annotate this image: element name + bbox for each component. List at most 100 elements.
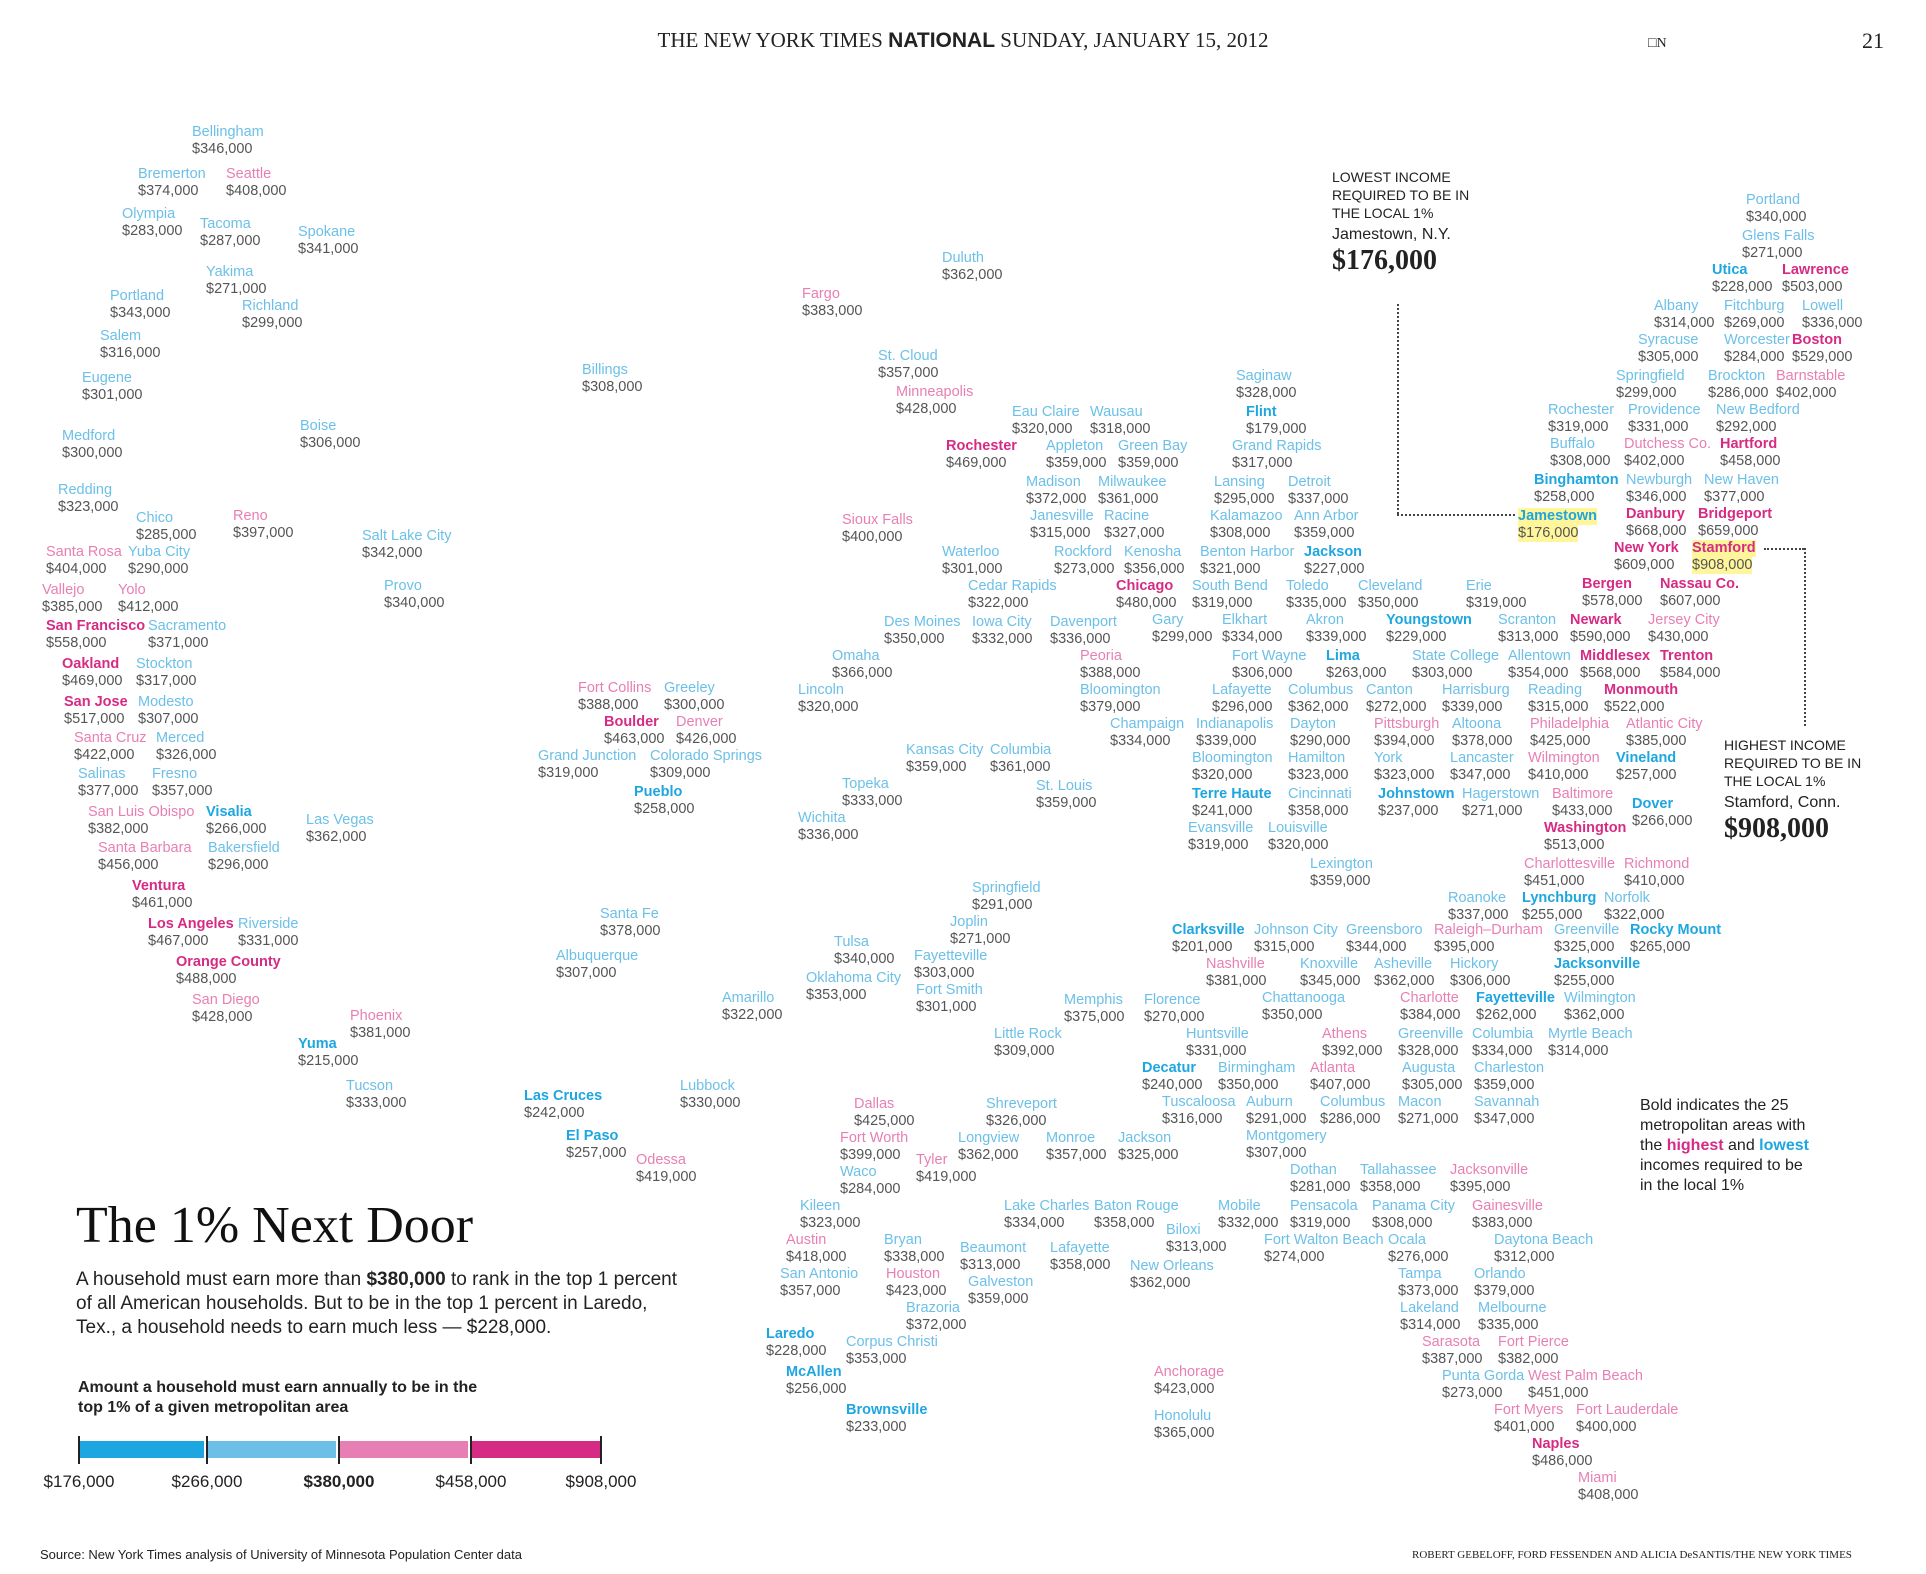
- city-income: $301,000: [942, 561, 1003, 577]
- city-income: $323,000: [1374, 767, 1435, 783]
- city-income: $362,000: [942, 267, 1003, 283]
- city-income: $241,000: [1192, 803, 1253, 819]
- city-income: $350,000: [1262, 1007, 1323, 1023]
- city-name: Richmond: [1624, 856, 1690, 872]
- city-label: Syracuse $305,000: [1638, 332, 1698, 366]
- city-label: Salem $316,000: [100, 328, 160, 362]
- city-income: $306,000: [1232, 665, 1293, 681]
- city-income: $336,000: [798, 827, 859, 843]
- city-label: Grand Junction $319,000: [538, 748, 636, 782]
- highest-label-3: THE LOCAL 1%: [1724, 773, 1826, 789]
- city-income: $308,000: [1372, 1215, 1433, 1231]
- city-name: Albany: [1654, 298, 1699, 314]
- city-label: Columbia $361,000: [990, 742, 1051, 776]
- city-label: Lubbock $330,000: [680, 1078, 740, 1112]
- city-income: $503,000: [1782, 279, 1843, 295]
- city-income: $322,000: [968, 595, 1029, 611]
- city-income: $358,000: [1094, 1215, 1155, 1231]
- city-income: $322,000: [1604, 907, 1665, 923]
- city-label: Columbus $362,000: [1288, 682, 1353, 716]
- city-label: Redding $323,000: [58, 482, 118, 516]
- city-label: Trenton $584,000: [1660, 648, 1720, 682]
- city-label: Baltimore $433,000: [1552, 786, 1613, 820]
- city-name: Harrisburg: [1442, 682, 1510, 698]
- highest-place: Stamford, Conn.: [1724, 794, 1841, 811]
- city-label: Monmouth $522,000: [1604, 682, 1678, 716]
- city-name: Modesto: [138, 694, 194, 710]
- city-income: $410,000: [1624, 873, 1685, 889]
- city-label: Glens Falls $271,000: [1742, 228, 1815, 262]
- city-label: Sacramento $371,000: [148, 618, 226, 652]
- city-label: Provo $340,000: [384, 578, 444, 612]
- credit-line: ROBERT GEBELOFF, FORD FESSENDEN AND ALIC…: [1412, 1549, 1852, 1561]
- city-label: Pittsburgh $394,000: [1374, 716, 1439, 750]
- city-name: Gainesville: [1472, 1198, 1543, 1214]
- city-name: Fort Wayne: [1232, 648, 1307, 664]
- city-name: Oakland: [62, 656, 120, 672]
- city-name: Tulsa: [834, 934, 869, 950]
- city-income: $392,000: [1322, 1043, 1383, 1059]
- city-name: Binghamton: [1534, 472, 1619, 488]
- city-name: Nassau Co.: [1660, 576, 1739, 592]
- city-label: Atlanta $407,000: [1310, 1060, 1370, 1094]
- city-label: Johnson City $315,000: [1254, 922, 1338, 956]
- city-label: Sarasota $387,000: [1422, 1334, 1482, 1368]
- city-label: Nashville $381,000: [1206, 956, 1266, 990]
- city-label: San Antonio $357,000: [780, 1266, 858, 1300]
- city-name: Yuma: [298, 1036, 337, 1052]
- city-income: $269,000: [1724, 315, 1785, 331]
- city-label: Appleton $359,000: [1046, 438, 1106, 472]
- city-label: New Orleans $362,000: [1130, 1258, 1214, 1292]
- city-name: Jamestown: [1518, 508, 1597, 525]
- city-label: Merced $326,000: [156, 730, 216, 764]
- city-income: $301,000: [82, 387, 143, 403]
- city-name: Omaha: [832, 648, 880, 664]
- city-label: Vallejo $385,000: [42, 582, 102, 616]
- legend-segment-lowest: [80, 1441, 204, 1458]
- city-label: State College $303,000: [1412, 648, 1499, 682]
- city-income: $179,000: [1246, 421, 1307, 437]
- city-name: Lafayette: [1212, 682, 1272, 698]
- city-label: Peoria $388,000: [1080, 648, 1140, 682]
- city-name: San Jose: [64, 694, 128, 710]
- city-income: $258,000: [1534, 489, 1595, 505]
- note-part-a: Bold indicates the 25 metropolitan areas…: [1640, 1097, 1806, 1154]
- city-name: Allentown: [1508, 648, 1571, 664]
- city-name: Fort Collins: [578, 680, 652, 696]
- city-name: Kileen: [800, 1198, 841, 1214]
- city-income: $433,000: [1552, 803, 1613, 819]
- city-label: Fort Pierce $382,000: [1498, 1334, 1569, 1368]
- city-label: Lafayette $296,000: [1212, 682, 1272, 716]
- city-label: Biloxi $313,000: [1166, 1222, 1226, 1256]
- intro-part-2: to rank in the top 1 percent of all Amer…: [76, 1269, 678, 1338]
- city-income: $320,000: [1012, 421, 1073, 437]
- source-line: Source: New York Times analysis of Unive…: [40, 1547, 522, 1562]
- city-label: Miami $408,000: [1578, 1470, 1638, 1504]
- city-label: Rochester $319,000: [1548, 402, 1614, 436]
- city-income: $284,000: [1724, 349, 1785, 365]
- city-name: Portland: [1746, 192, 1801, 208]
- city-name: Cincinnati: [1288, 786, 1352, 802]
- city-name: Nashville: [1206, 956, 1265, 972]
- city-label: Columbia $334,000: [1472, 1026, 1533, 1060]
- city-label: Yuba City $290,000: [128, 544, 190, 578]
- page-number: 21: [1862, 28, 1884, 53]
- city-income: $407,000: [1310, 1077, 1371, 1093]
- city-label: Toledo $335,000: [1286, 578, 1346, 612]
- city-label: Newburgh $346,000: [1626, 472, 1692, 506]
- city-income: $299,000: [1616, 385, 1677, 401]
- city-income: $299,000: [242, 315, 303, 331]
- city-name: Jackson: [1118, 1130, 1172, 1146]
- city-income: $353,000: [806, 987, 867, 1003]
- city-name: Hagerstown: [1462, 786, 1540, 802]
- city-label: Colorado Springs $309,000: [650, 748, 762, 782]
- city-label: Dayton $290,000: [1290, 716, 1350, 750]
- city-label: Amarillo $322,000: [722, 990, 782, 1024]
- legend-segment-low: [208, 1441, 336, 1458]
- city-income: $307,000: [138, 711, 199, 727]
- city-income: $410,000: [1528, 767, 1589, 783]
- city-name: Billings: [582, 362, 628, 378]
- city-income: $257,000: [566, 1145, 627, 1161]
- legend-title: Amount a household must earn annually to…: [78, 1379, 478, 1416]
- city-income: $418,000: [786, 1249, 847, 1265]
